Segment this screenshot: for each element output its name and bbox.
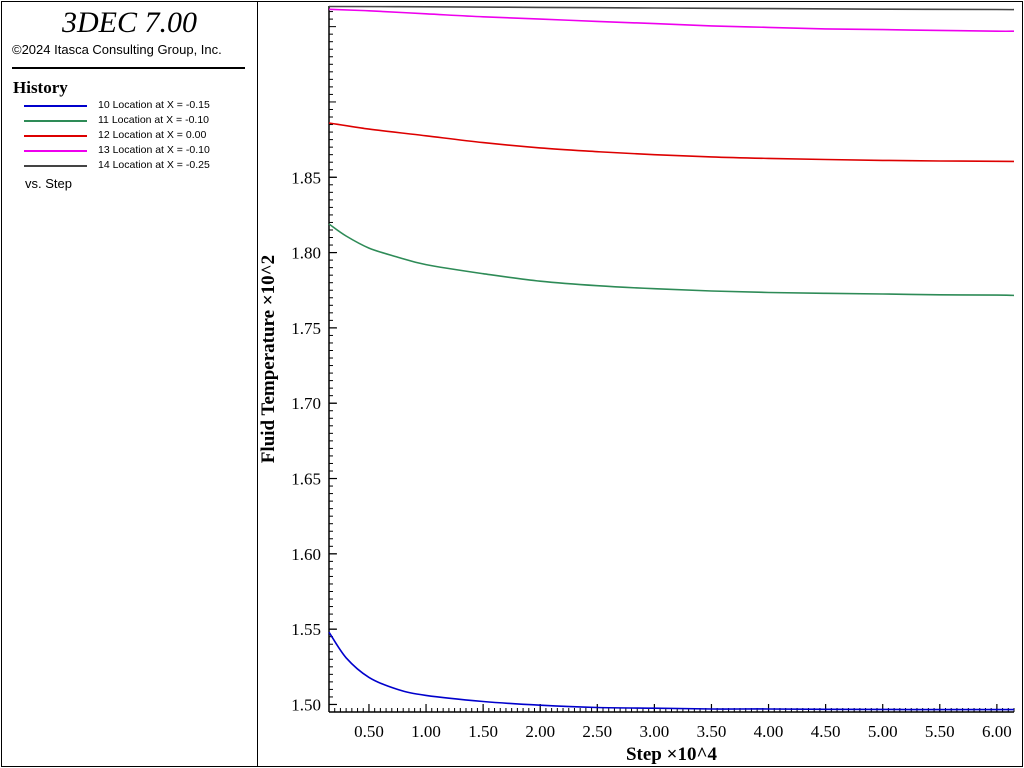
series-layer — [328, 5, 1015, 711]
legend-title: History — [13, 78, 68, 97]
title-divider — [12, 67, 245, 69]
x-tick-label: 3.00 — [640, 722, 670, 741]
y-tick-label: 1.85 — [291, 168, 321, 187]
series-line-3 — [328, 8, 1015, 33]
copyright-text: ©2024 Itasca Consulting Group, Inc. — [12, 42, 222, 57]
legend-swatch — [24, 105, 87, 107]
x-tick-label: 2.00 — [525, 722, 555, 741]
x-tick-label: 1.50 — [468, 722, 498, 741]
series-line-4 — [328, 5, 1015, 11]
legend-panel: 3DEC 7.00 ©2024 Itasca Consulting Group,… — [2, 2, 258, 766]
y-tick-label: 1.75 — [291, 319, 321, 338]
x-tick-label: 4.00 — [754, 722, 784, 741]
chart-canvas: 1.50 1.55 1.60 1.65 1.70 1.75 1.80 1.85 0.50 1.00… — [258, 5, 1015, 765]
y-tick-label: 1.60 — [291, 545, 321, 564]
legend-swatch — [24, 120, 87, 122]
legend-label: 12 Location at X = 0.00 — [98, 129, 207, 141]
series-line-2 — [328, 122, 1015, 163]
y-tick-label: 1.50 — [291, 695, 321, 714]
x-tick-label: 0.50 — [354, 722, 384, 741]
x-tick-label: 5.00 — [868, 722, 898, 741]
x-axis-title: Step ×10^4 — [626, 744, 718, 765]
legend-label: 10 Location at X = -0.15 — [98, 99, 210, 111]
series-line-1 — [328, 223, 1015, 297]
x-tick-label: 5.50 — [925, 722, 955, 741]
legend-swatch — [24, 135, 87, 137]
y-tick-label: 1.65 — [291, 470, 321, 489]
y-tick-label: 1.70 — [291, 394, 321, 413]
legend-label: 14 Location at X = -0.25 — [98, 159, 210, 171]
x-tick-label: 3.50 — [697, 722, 727, 741]
y-tick-label: 1.80 — [291, 244, 321, 263]
vs-label: vs. Step — [25, 176, 72, 191]
series-line-0 — [328, 631, 1014, 711]
app-title: 3DEC 7.00 — [62, 6, 197, 39]
x-tick-label: 4.50 — [811, 722, 841, 741]
axes: 1.50 1.55 1.60 1.65 1.70 1.75 1.80 1.85 0.50 1.00… — [291, 6, 1015, 741]
x-tick-label: 6.00 — [982, 722, 1012, 741]
y-axis-title: Fluid Temperature ×10^2 — [258, 255, 279, 463]
legend-swatch — [24, 150, 87, 152]
x-tick-label: 1.00 — [411, 722, 441, 741]
legend-swatch — [24, 165, 87, 167]
x-tick-label: 2.50 — [582, 722, 612, 741]
legend-label: 11 Location at X = -0.10 — [98, 114, 210, 126]
y-tick-label: 1.55 — [291, 620, 321, 639]
legend-label: 13 Location at X = -0.10 — [98, 144, 210, 156]
